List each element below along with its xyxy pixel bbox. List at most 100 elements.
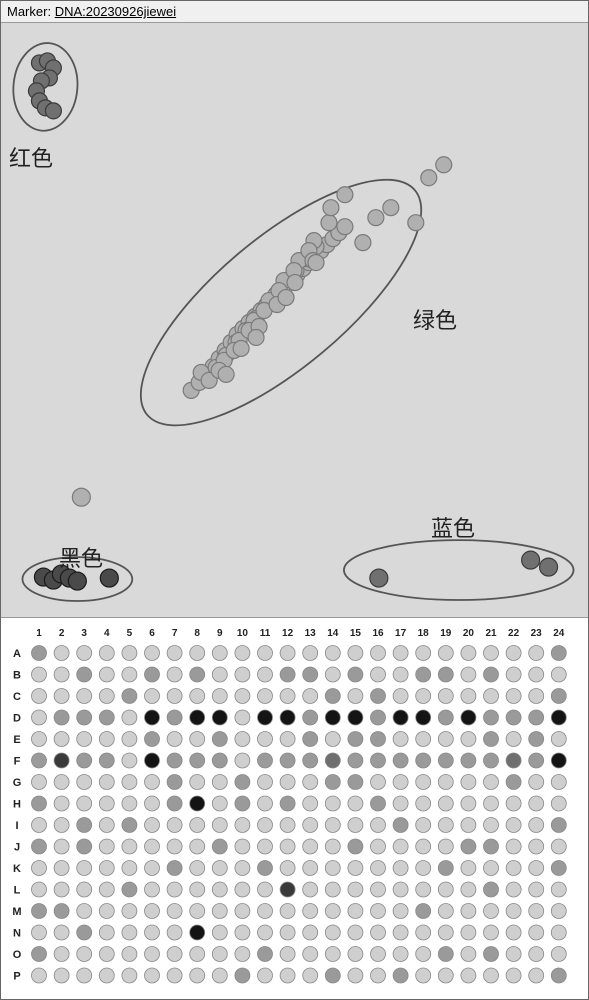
plate-well[interactable]: [32, 646, 47, 661]
plate-well[interactable]: [461, 775, 476, 790]
plate-well[interactable]: [280, 861, 295, 876]
plate-well[interactable]: [122, 882, 137, 897]
plate-well[interactable]: [529, 968, 544, 983]
plate-well[interactable]: [212, 710, 227, 725]
plate-well[interactable]: [461, 818, 476, 833]
plate-well[interactable]: [371, 925, 386, 940]
plate-well[interactable]: [393, 732, 408, 747]
plate-well[interactable]: [145, 839, 160, 854]
plate-well[interactable]: [371, 796, 386, 811]
plate-well[interactable]: [303, 796, 318, 811]
plate-well[interactable]: [212, 796, 227, 811]
plate-well[interactable]: [484, 667, 499, 682]
plate-well[interactable]: [99, 753, 114, 768]
plate-well[interactable]: [506, 861, 521, 876]
plate-well[interactable]: [506, 689, 521, 704]
plate-well[interactable]: [235, 947, 250, 962]
plate-well[interactable]: [167, 968, 182, 983]
plate-well[interactable]: [54, 710, 69, 725]
plate-well[interactable]: [371, 818, 386, 833]
plate-well[interactable]: [371, 710, 386, 725]
plate-well[interactable]: [212, 775, 227, 790]
plate-well[interactable]: [77, 904, 92, 919]
plate-well[interactable]: [416, 861, 431, 876]
plate-well[interactable]: [258, 646, 273, 661]
plate-well[interactable]: [258, 775, 273, 790]
plate-well[interactable]: [212, 882, 227, 897]
plate-well[interactable]: [54, 646, 69, 661]
plate-well[interactable]: [438, 796, 453, 811]
plate-well[interactable]: [416, 646, 431, 661]
plate-well[interactable]: [551, 839, 566, 854]
plate-well[interactable]: [99, 667, 114, 682]
plate-well[interactable]: [190, 775, 205, 790]
plate-well[interactable]: [303, 732, 318, 747]
plate-well[interactable]: [325, 947, 340, 962]
plate-well[interactable]: [506, 818, 521, 833]
plate-well[interactable]: [371, 732, 386, 747]
plate-well[interactable]: [280, 646, 295, 661]
plate-well[interactable]: [506, 925, 521, 940]
plate-well[interactable]: [190, 839, 205, 854]
plate-well[interactable]: [190, 882, 205, 897]
plate-well[interactable]: [506, 968, 521, 983]
plate-well[interactable]: [303, 968, 318, 983]
plate-well[interactable]: [551, 968, 566, 983]
plate-well[interactable]: [167, 689, 182, 704]
plate-well[interactable]: [551, 925, 566, 940]
plate-well[interactable]: [371, 646, 386, 661]
plate-well[interactable]: [32, 861, 47, 876]
plate-well[interactable]: [371, 775, 386, 790]
plate-well[interactable]: [484, 861, 499, 876]
plate-well[interactable]: [99, 904, 114, 919]
plate-well[interactable]: [348, 775, 363, 790]
plate-well[interactable]: [77, 925, 92, 940]
plate-well[interactable]: [190, 732, 205, 747]
plate-well[interactable]: [506, 839, 521, 854]
plate-well[interactable]: [506, 667, 521, 682]
plate-well[interactable]: [212, 968, 227, 983]
plate-well[interactable]: [529, 667, 544, 682]
plate-well[interactable]: [461, 689, 476, 704]
plate-well[interactable]: [258, 904, 273, 919]
plate-well[interactable]: [280, 753, 295, 768]
plate-well[interactable]: [190, 796, 205, 811]
plate-well[interactable]: [506, 947, 521, 962]
plate-well[interactable]: [235, 732, 250, 747]
plate-well[interactable]: [348, 689, 363, 704]
plate-well[interactable]: [484, 732, 499, 747]
plate-well[interactable]: [551, 732, 566, 747]
plate-well[interactable]: [235, 968, 250, 983]
plate-well[interactable]: [416, 689, 431, 704]
plate-well[interactable]: [258, 732, 273, 747]
plate-well[interactable]: [99, 689, 114, 704]
plate-well[interactable]: [145, 904, 160, 919]
plate-well[interactable]: [235, 861, 250, 876]
plate-well[interactable]: [325, 710, 340, 725]
plate-well[interactable]: [484, 968, 499, 983]
plate-well[interactable]: [393, 925, 408, 940]
plate-well[interactable]: [303, 904, 318, 919]
plate-well[interactable]: [484, 904, 499, 919]
plate-well[interactable]: [145, 968, 160, 983]
plate-well[interactable]: [32, 818, 47, 833]
plate-well[interactable]: [212, 861, 227, 876]
plate-well[interactable]: [348, 925, 363, 940]
plate-well[interactable]: [551, 882, 566, 897]
plate-well[interactable]: [32, 753, 47, 768]
plate-well[interactable]: [393, 818, 408, 833]
plate-well[interactable]: [348, 796, 363, 811]
plate-well[interactable]: [77, 732, 92, 747]
plate-well[interactable]: [416, 968, 431, 983]
plate-well[interactable]: [393, 904, 408, 919]
plate-well[interactable]: [325, 904, 340, 919]
plate-well[interactable]: [258, 689, 273, 704]
plate-well[interactable]: [32, 689, 47, 704]
plate-well[interactable]: [54, 818, 69, 833]
plate-well[interactable]: [393, 710, 408, 725]
plate-well[interactable]: [438, 861, 453, 876]
plate-well[interactable]: [167, 882, 182, 897]
plate-well[interactable]: [484, 646, 499, 661]
plate-well[interactable]: [325, 882, 340, 897]
plate-well[interactable]: [371, 904, 386, 919]
